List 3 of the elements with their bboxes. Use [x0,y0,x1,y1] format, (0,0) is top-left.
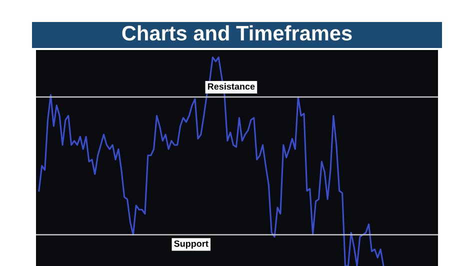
chart-title: Charts and Timeframes [122,25,352,41]
ref-line-label: Resistance [208,83,255,90]
ref-line-label: Support [174,240,208,249]
